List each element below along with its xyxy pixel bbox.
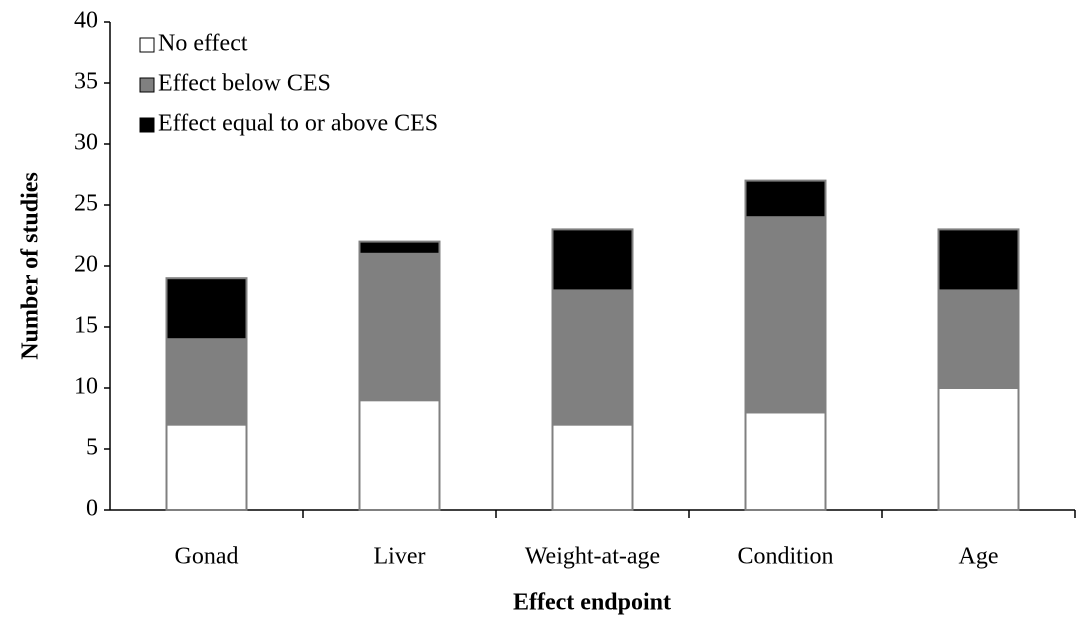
bar-segment: [937, 387, 1020, 511]
y-tick-label: 35: [74, 69, 98, 95]
bar-segment: [165, 423, 248, 512]
y-tick-label: 40: [74, 8, 98, 34]
x-tick-label: Weight-at-age: [525, 544, 660, 570]
y-tick-label: 0: [86, 496, 98, 522]
x-tick-label: Age: [959, 544, 999, 570]
legend-label: Effect below CES: [158, 71, 331, 97]
legend-label: No effect: [158, 31, 248, 57]
y-tick-label: 20: [74, 252, 98, 278]
x-tick-label: Gonad: [175, 544, 239, 570]
bar-segment: [165, 338, 248, 426]
x-axis-label: Effect endpoint: [513, 590, 671, 616]
bar-segment: [358, 399, 441, 512]
bar-segment: [358, 240, 441, 255]
bar-segment: [744, 411, 827, 511]
bar-segment: [744, 179, 827, 219]
y-tick-label: 30: [74, 130, 98, 156]
bar-segment: [551, 423, 634, 512]
y-tick-label: 5: [86, 435, 98, 461]
bar-segment: [551, 228, 634, 292]
bar-segment: [551, 289, 634, 426]
bar-segment: [937, 289, 1020, 389]
y-tick-label: 10: [74, 374, 98, 400]
bar-segment: [165, 277, 248, 341]
y-tick-label: 25: [74, 191, 98, 217]
x-tick-label: Liver: [374, 544, 426, 570]
bar-segment: [937, 228, 1020, 292]
y-axis-label: Number of studies: [18, 172, 44, 360]
x-tick-label: Condition: [737, 544, 833, 570]
legend-label: Effect equal to or above CES: [158, 111, 438, 137]
legend-swatch: [139, 37, 155, 53]
legend-swatch: [139, 117, 155, 133]
y-tick-label: 15: [74, 313, 98, 339]
bar-segment: [358, 252, 441, 402]
legend-swatch: [139, 77, 155, 93]
bar-segment: [744, 216, 827, 414]
